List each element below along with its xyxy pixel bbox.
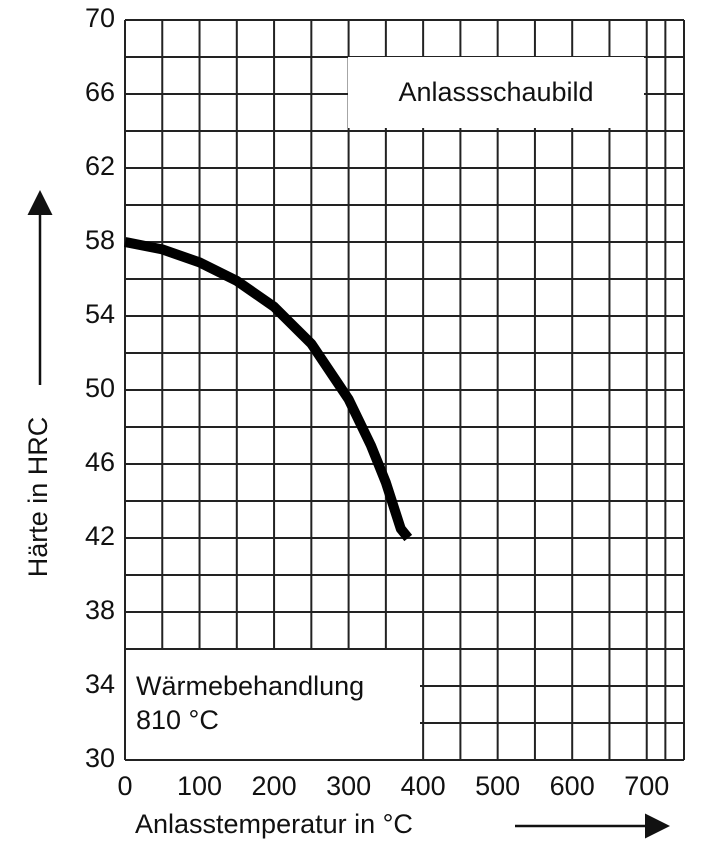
line [124,237,413,542]
y-tick-label: 70 [85,3,115,33]
x-tick-label: 0 [117,771,132,801]
x-axis-label: Anlasstemperatur in °C [135,809,413,839]
annotation: Wärmebehandlung [136,671,364,701]
x-tick-label: 200 [252,771,297,801]
y-tick-label: 38 [85,595,115,625]
y-tick-label: 54 [85,299,115,329]
x-tick-label: 500 [475,771,520,801]
x-tick-label: 600 [550,771,595,801]
x-tick-label: 700 [624,771,669,801]
x-tick-label: 100 [177,771,222,801]
y-tick-label: 62 [85,151,115,181]
y-tick-label: 50 [85,373,115,403]
y-tick-label: 42 [85,521,115,551]
annotation: 810 °C [136,705,219,735]
title-box [348,57,644,128]
x-tick-label: 400 [401,771,446,801]
chart-title: Anlassschaubild [398,77,593,107]
y-tick-label: 58 [85,225,115,255]
y-tick-label: 46 [85,447,115,477]
y-tick-label: 66 [85,77,115,107]
annotation-box [126,650,420,759]
y-tick-label: 30 [85,743,115,773]
y-tick-label: 34 [85,669,115,699]
x-tick-label: 300 [326,771,371,801]
y-axis-label: Härte in HRC [23,417,53,578]
